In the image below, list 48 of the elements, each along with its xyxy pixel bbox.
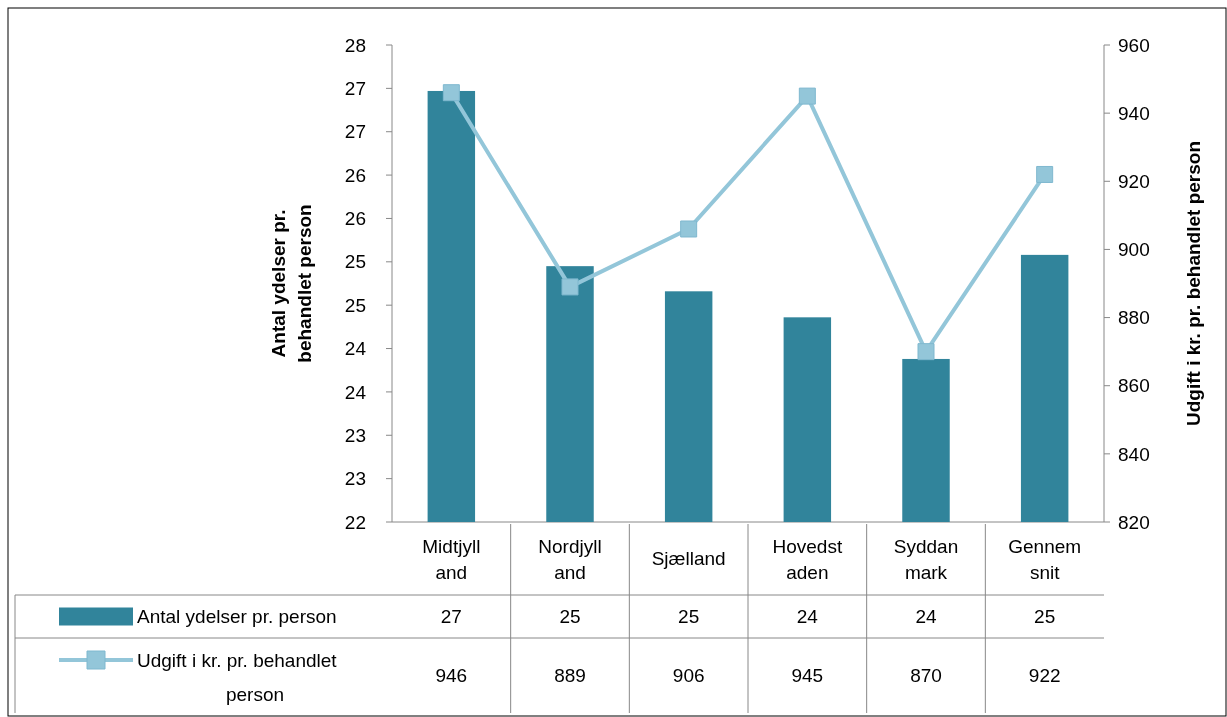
point xyxy=(1036,165,1054,183)
y2-tick-label: 860 xyxy=(1118,375,1150,397)
legend-label: Udgift i kr. pr. behandlet person xyxy=(137,649,338,705)
data-label: 25 xyxy=(1034,606,1056,628)
y-tick-label: 25 xyxy=(344,251,366,273)
x-tick-label: Hovedst aden xyxy=(772,535,843,583)
data-label: 945 xyxy=(791,664,824,686)
y-tick-label: 27 xyxy=(344,121,366,143)
data-label: 24 xyxy=(915,606,937,628)
y-tick-label: 26 xyxy=(344,164,366,186)
point xyxy=(561,278,579,296)
x-tick-label: Syddan mark xyxy=(893,535,959,583)
y-tick-label: 28 xyxy=(344,34,366,56)
point xyxy=(680,220,698,238)
y-tick-label: 25 xyxy=(344,294,366,316)
x-tick-label: Nordjyll and xyxy=(538,535,602,583)
y2-tick-label: 900 xyxy=(1118,239,1150,261)
legend-label: Antal ydelser pr. person xyxy=(137,606,337,628)
y-tick-label: 22 xyxy=(344,511,366,533)
y-tick-label: 26 xyxy=(344,208,366,230)
y2-axis-title: Udgift i kr. pr. behandlet person xyxy=(1183,140,1204,427)
y-tick-label: 23 xyxy=(344,468,366,490)
point xyxy=(917,343,935,361)
y2-tick-label: 960 xyxy=(1118,34,1150,56)
data-label: 889 xyxy=(554,664,586,686)
x-tick-label: Sjælland xyxy=(651,547,726,569)
y-tick-label: 23 xyxy=(344,424,366,446)
data-label: 946 xyxy=(435,664,468,686)
point xyxy=(442,84,460,102)
data-label: 906 xyxy=(672,664,705,686)
data-label: 922 xyxy=(1028,664,1061,686)
y-tick-label: 27 xyxy=(344,78,366,100)
y-tick-label: 24 xyxy=(344,338,367,360)
y2-tick-label: 940 xyxy=(1118,102,1150,124)
y-tick-label: 24 xyxy=(344,381,367,403)
point xyxy=(798,87,816,105)
y2-tick-label: 820 xyxy=(1118,511,1150,533)
y-axis-title: Antal ydelser pr. behandlet person xyxy=(268,204,315,363)
y2-tick-label: 880 xyxy=(1118,307,1150,329)
x-tick-label: Gennem snit xyxy=(1008,535,1082,583)
data-label: 27 xyxy=(440,606,462,628)
data-label: 870 xyxy=(910,664,942,686)
data-label: 25 xyxy=(559,606,581,628)
y2-tick-label: 920 xyxy=(1118,170,1150,192)
x-tick-label: Midtjyll and xyxy=(422,535,481,583)
data-label: 25 xyxy=(678,606,700,628)
data-label: 24 xyxy=(796,606,819,628)
y2-tick-label: 840 xyxy=(1118,443,1150,465)
